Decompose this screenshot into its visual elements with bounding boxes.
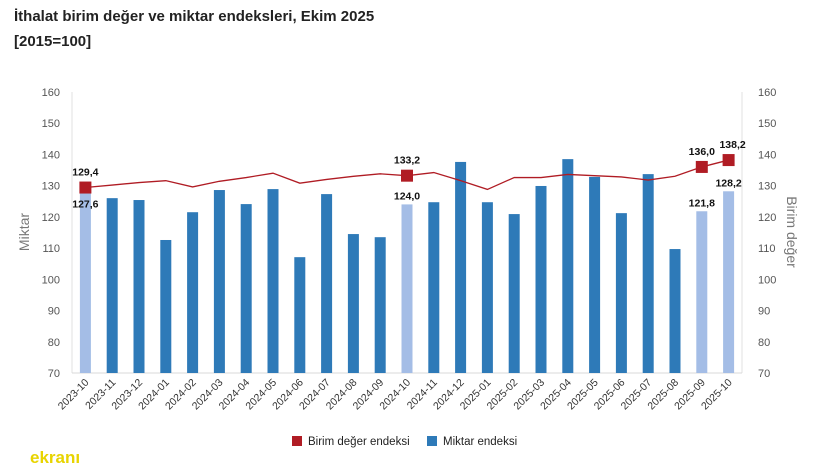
bar-2025-03 xyxy=(535,185,547,373)
y-tick-label: 130 xyxy=(42,181,60,193)
y-tick-label: 110 xyxy=(42,243,60,255)
bar-2024-03 xyxy=(213,190,225,373)
y2-tick-label: 120 xyxy=(758,212,776,224)
legend-swatch xyxy=(427,436,437,446)
bar-2024-11 xyxy=(428,202,440,373)
y2-tick-label: 160 xyxy=(758,87,776,99)
y2-axis-label: Birim değer xyxy=(784,196,800,268)
bar-2025-09 xyxy=(696,211,708,373)
bar-2025-06 xyxy=(615,213,627,373)
y-tick-label: 80 xyxy=(48,337,60,349)
y2-tick-label: 100 xyxy=(758,274,776,286)
bar-2024-05 xyxy=(267,189,279,373)
bar-2025-10 xyxy=(723,191,735,373)
legend-swatch xyxy=(292,436,302,446)
chart-subtitle: [2015=100] xyxy=(14,33,92,50)
y2-tick-label: 90 xyxy=(758,306,770,318)
bar-2024-08 xyxy=(347,234,359,373)
marker-2025-10 xyxy=(722,154,735,167)
bar-2023-10 xyxy=(79,193,91,373)
y-tick-label: 150 xyxy=(42,118,60,130)
y2-tick-label: 80 xyxy=(758,337,770,349)
bar-2025-08 xyxy=(669,249,681,373)
bar-2025-04 xyxy=(562,159,574,373)
bar-2025-02 xyxy=(508,214,520,373)
data-label: 138,2 xyxy=(719,139,745,151)
legend-label: Miktar endeksi xyxy=(443,436,517,448)
legend-label: Birim değer endeksi xyxy=(308,436,410,448)
y-tick-label: 100 xyxy=(42,274,60,286)
bar-2025-07 xyxy=(642,174,654,373)
data-label: 136,0 xyxy=(689,146,715,158)
data-label: 127,6 xyxy=(72,199,98,211)
bar-2024-09 xyxy=(374,237,386,373)
bar-2023-11 xyxy=(106,198,118,373)
bar-2024-07 xyxy=(321,194,333,373)
bar-2025-01 xyxy=(481,202,493,373)
bar-2023-12 xyxy=(133,200,145,373)
y2-tick-label: 140 xyxy=(758,149,776,161)
y-tick-label: 90 xyxy=(48,306,60,318)
y2-tick-label: 150 xyxy=(758,118,776,130)
bar-2024-04 xyxy=(240,204,252,373)
logo: ekranı xyxy=(30,448,81,467)
bar-2025-05 xyxy=(589,176,601,373)
bar-2024-06 xyxy=(294,257,306,373)
y2-tick-label: 70 xyxy=(758,368,770,380)
y-axis-label: Miktar xyxy=(16,213,32,251)
y2-tick-label: 110 xyxy=(758,243,776,255)
y-tick-label: 120 xyxy=(42,212,60,224)
y-tick-label: 70 xyxy=(48,368,60,380)
bar-2024-01 xyxy=(160,239,172,373)
data-label: 121,8 xyxy=(689,197,715,209)
marker-2023-10 xyxy=(79,181,92,194)
data-label: 129,4 xyxy=(72,167,98,179)
bar-2024-02 xyxy=(187,212,199,373)
chart-title: İthalat birim değer ve miktar endeksleri… xyxy=(14,8,375,25)
data-label: 133,2 xyxy=(394,155,420,167)
bar-2024-10 xyxy=(401,204,413,373)
data-label: 128,2 xyxy=(715,177,741,189)
y2-tick-label: 130 xyxy=(758,181,776,193)
bar-2024-12 xyxy=(455,161,467,373)
y-tick-label: 140 xyxy=(42,149,60,161)
marker-2024-10 xyxy=(401,169,413,182)
y-tick-label: 160 xyxy=(42,87,60,99)
marker-2025-09 xyxy=(695,160,708,173)
data-label: 124,0 xyxy=(394,190,420,202)
